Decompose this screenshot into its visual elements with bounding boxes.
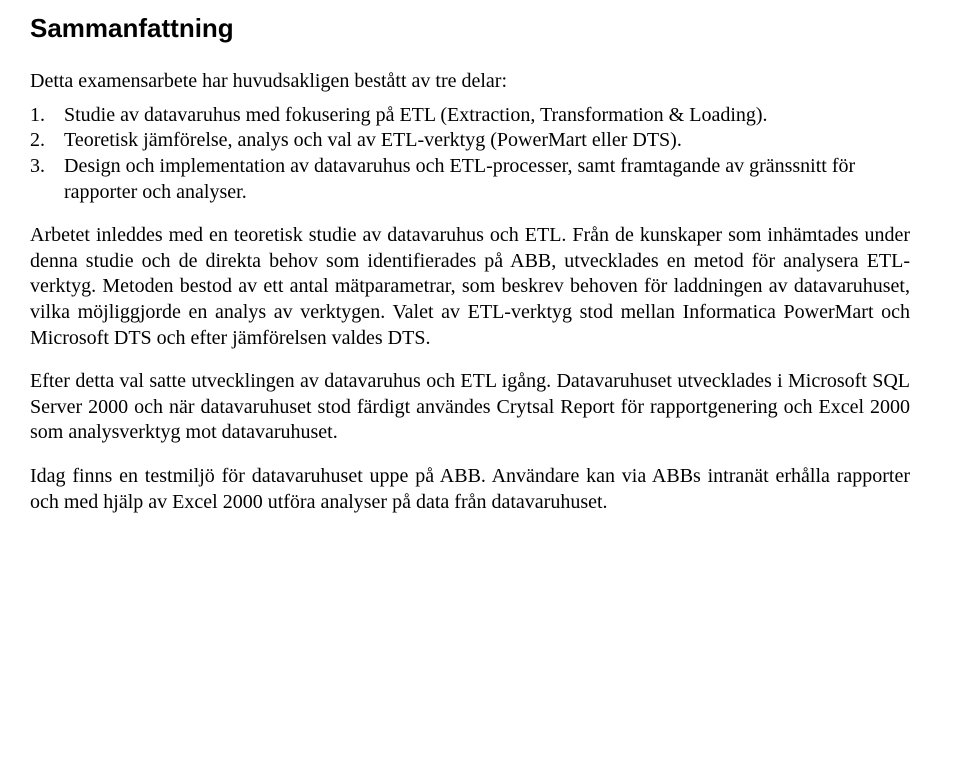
- body-paragraph: Efter detta val satte utvecklingen av da…: [30, 369, 910, 446]
- list-item: 3. Design och implementation av datavaru…: [30, 154, 910, 205]
- body-paragraph: Idag finns en testmiljö för datavaruhuse…: [30, 464, 910, 515]
- list-item-number: 1.: [30, 103, 64, 129]
- page-title: Sammanfattning: [30, 12, 910, 45]
- list-item-text: Studie av datavaruhus med fokusering på …: [64, 103, 910, 129]
- list-item: 2. Teoretisk jämförelse, analys och val …: [30, 128, 910, 154]
- body-paragraph: Arbetet inleddes med en teoretisk studie…: [30, 223, 910, 351]
- list-item-text: Design och implementation av datavaruhus…: [64, 154, 910, 205]
- list-item-number: 3.: [30, 154, 64, 205]
- document-page: Sammanfattning Detta examensarbete har h…: [0, 0, 960, 535]
- list-item-number: 2.: [30, 128, 64, 154]
- intro-paragraph: Detta examensarbete har huvudsakligen be…: [30, 69, 910, 95]
- list-item-text: Teoretisk jämförelse, analys och val av …: [64, 128, 910, 154]
- numbered-list: 1. Studie av datavaruhus med fokusering …: [30, 103, 910, 205]
- list-item: 1. Studie av datavaruhus med fokusering …: [30, 103, 910, 129]
